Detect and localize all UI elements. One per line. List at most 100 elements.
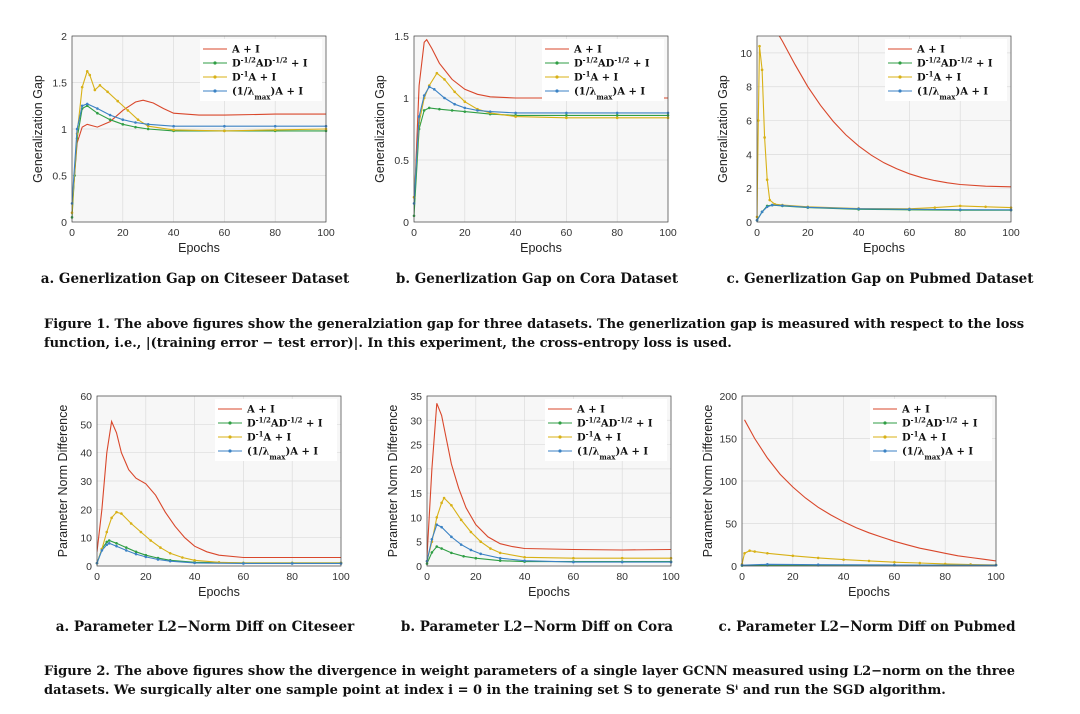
data-point [474,556,478,560]
x-tick-label: 60 [889,571,901,583]
legend-label: (1/λmax)A + I [247,447,318,462]
legend-marker [898,61,902,65]
data-point [80,104,84,108]
caption-citeseer-gap: a. Generlization Gap on Citeseer Dataset [40,271,350,287]
data-point [908,208,911,211]
figure-1-label: Figure 1. [44,317,110,332]
data-point [498,559,502,562]
data-point [766,551,769,555]
y-tick-label: 40 [80,448,92,460]
data-point [440,501,443,505]
data-point [489,547,492,550]
data-point [763,136,766,139]
data-point [918,561,922,565]
data-point [105,530,109,534]
data-point [126,109,130,112]
x-tick-label: 40 [519,571,531,583]
data-point [463,110,467,113]
data-point [943,562,947,566]
data-point [168,551,172,555]
chart-cora-gap: 0 20 40 60 80 100 0 0.5 1 1.5 Epochs Generalization… [372,28,677,266]
data-point [806,205,810,209]
data-point [469,548,473,552]
legend-marker [883,449,887,453]
data-point [146,124,150,128]
y-tick-label: 100 [719,476,737,488]
data-point [107,539,111,542]
x-tick-label: 40 [189,571,201,583]
figure-2-caption: Figure 2. The above figures show the div… [44,662,1044,700]
legend: A + ID-1/2AD-1/2 + ID-1A + I(1/λmax)A + … [885,39,1007,101]
data-point [85,104,89,108]
x-tick-label: 100 [662,571,680,583]
data-point [223,129,226,133]
x-tick-label: 60 [561,227,573,239]
y-tick-label: 50 [725,519,737,531]
legend-label: A + I [901,405,930,416]
chart-cora-norm: 0 20 40 60 80 100 0 5 10 15 20 25 30 35 Epochs Paramete… [385,388,680,610]
plot-frame [741,395,997,567]
chart-citeseer-gap: 0 20 40 60 80 100 0 0.5 1 1.5 2 Epochs Generalizatio… [30,28,335,266]
data-point [242,562,245,565]
chart-svg: 0 20 40 60 80 100 0 0.5 1 1.5 Epochs Generalization… [373,31,677,255]
data-point [134,552,138,556]
data-point [450,109,454,112]
data-point [933,206,937,209]
series-line-0 [744,419,996,562]
data-point [430,537,434,541]
series-line-3 [414,86,668,204]
series-line-2 [757,46,1011,217]
y-tick-label: 10 [410,512,422,524]
x-tick-label: 100 [332,571,350,583]
data-point [488,110,492,113]
data-point [760,68,764,72]
x-axis-label: Epochs [178,241,220,255]
x-tick-label: 20 [117,227,129,239]
data-point [893,563,896,567]
x-tick-label: 100 [317,227,335,239]
data-point [958,208,962,211]
x-axis-label: Epochs [863,241,905,255]
data-point [430,551,434,554]
x-tick-label: 100 [987,571,1005,583]
data-point [514,111,517,115]
data-point [107,542,111,545]
caption-cora-norm: b. Parameter L2−Norm Diff on Cora [400,619,674,635]
legend-marker [213,89,217,93]
legend-label: (1/λmax)A + I [232,87,303,102]
data-point [453,90,456,94]
legend-marker [555,89,559,93]
data-point [105,543,109,547]
legend-marker [228,435,232,439]
data-point [760,210,764,214]
y-axis-label: Parameter Norm Difference [386,405,400,558]
y-tick-label: 15 [410,488,422,500]
data-point [565,116,568,120]
data-point [110,516,113,520]
data-point [766,563,769,566]
chart-pubmed-gap: 0 20 40 60 80 100 0 2 4 6 8 10 Epochs Generalization … [715,28,1020,266]
data-point [438,107,441,111]
data-point [108,113,112,117]
data-point [514,115,517,118]
y-tick-label: 20 [410,464,422,476]
chart-svg: 0 20 40 60 80 100 0 0.5 1 1.5 2 Epochs Generalizatio… [31,31,335,255]
data-point [139,530,143,534]
legend-marker [898,75,902,79]
data-point [791,554,795,558]
y-axis-label: Generalization Gap [373,75,387,183]
y-axis-label: Generalization Gap [31,75,45,183]
data-point [149,539,152,542]
data-point [129,522,133,525]
data-point [172,128,175,132]
y-tick-label: 25 [410,440,422,452]
data-point [523,555,526,559]
data-point [159,546,162,549]
legend-marker [555,61,559,65]
y-tick-label: 10 [80,533,92,545]
chart-svg: 0 20 40 60 80 100 0 5 10 15 20 25 30 35 Epochs Paramete… [386,391,680,599]
legend: A + ID-1/2AD-1/2 + ID-1A + I(1/λmax)A + … [870,399,992,461]
data-point [98,83,102,87]
series-line-0 [427,403,671,557]
data-point [565,114,568,117]
